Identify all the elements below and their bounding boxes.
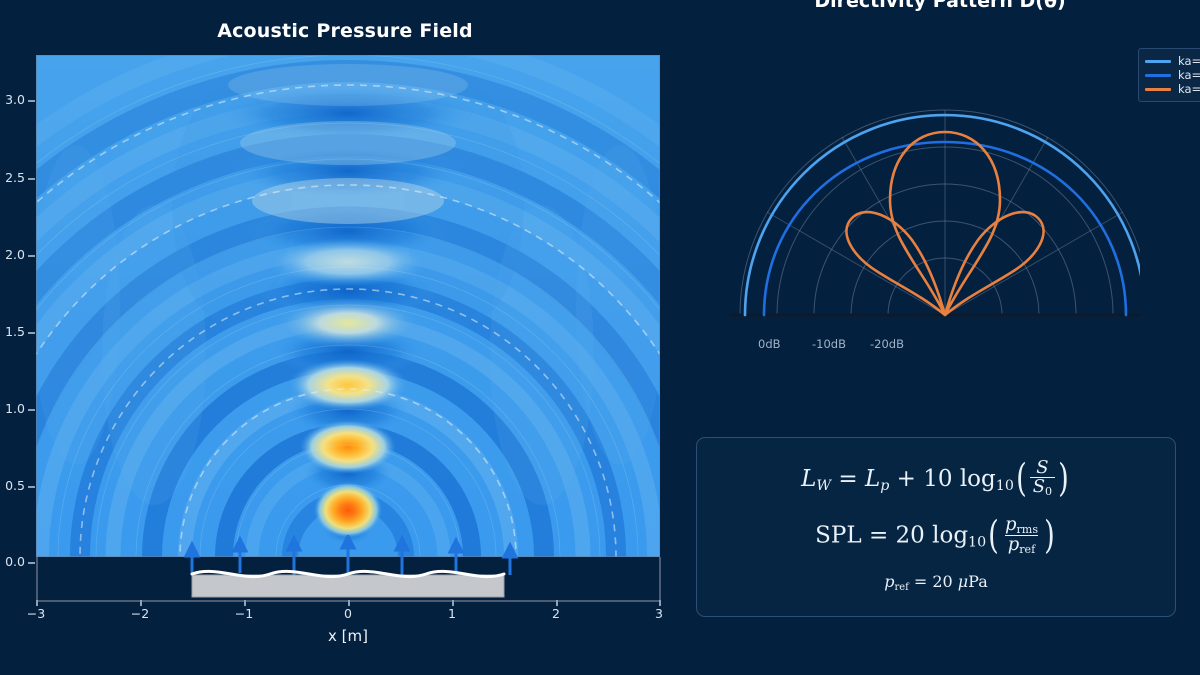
plate-surface-wave (190, 569, 506, 579)
directivity-curve-ka-high (845, 130, 1045, 317)
polar-grid (739, 109, 1140, 316)
legend-swatch-ka-mid (1145, 73, 1171, 77)
acoustic-pressure-field-panel: Acoustic Pressure Field (5, 20, 663, 645)
polar-db-tick-20: -20dB (870, 337, 904, 351)
y-tick-label: 0.0 (5, 554, 25, 569)
baffle-plate-svg (183, 535, 519, 598)
x-tick-label: −1 (234, 606, 254, 621)
legend-item: ka= (1145, 82, 1200, 96)
x-axis-label: x [m] (328, 627, 368, 645)
polar-db-tick-0: 0dB (758, 337, 781, 351)
field-contours (36, 55, 660, 557)
reference-pressure-formula: pref = 20 μPa (884, 572, 988, 594)
pressure-field-plot (36, 55, 660, 557)
polar-spokes (740, 110, 1140, 316)
x-tick-label: 3 (655, 606, 663, 621)
y-axis-line-left (36, 557, 38, 601)
polar-title: Directivity Pattern D(θ) (814, 0, 1066, 12)
x-tick-label: 0 (344, 606, 352, 621)
legend-swatch-ka-low (1145, 59, 1171, 63)
acoustic-formula-box: LW = Lp + 10 log10(S S0) SPL = 20 log10(p… (696, 437, 1176, 617)
spl-formula: SPL = 20 log10(prms pref) (815, 513, 1055, 557)
directivity-pattern-panel: Directivity Pattern D(θ) (690, 0, 1200, 420)
axis-pressure-lobes (228, 64, 468, 538)
directivity-curve-ka-mid (762, 140, 1128, 317)
y-tick-label: 3.0 (5, 92, 25, 107)
directivity-legend: ka= ka= ka= (1138, 48, 1200, 102)
y-tick-label: 2.5 (5, 170, 25, 185)
y-tick-label: 1.5 (5, 324, 25, 339)
legend-item: ka= (1145, 68, 1200, 82)
x-tick-label: 2 (552, 606, 560, 621)
pressure-field-svg (36, 55, 660, 557)
polar-db-tick-10: -10dB (812, 337, 846, 351)
x-tick-label: −2 (130, 606, 150, 621)
wavefront-arcs (36, 84, 660, 557)
x-tick-label: 1 (448, 606, 456, 621)
y-tick-label: 0.5 (5, 478, 25, 493)
baffle-plate (191, 574, 505, 598)
y-tick-label: 1.0 (5, 401, 25, 416)
directivity-curve-ka-low (743, 113, 1140, 317)
directivity-polar-svg (730, 109, 1140, 317)
contour-lines (36, 55, 660, 557)
x-tick-label: −3 (26, 606, 46, 621)
legend-item: ka= (1145, 54, 1200, 68)
y-axis-line-right (659, 557, 661, 601)
legend-label: ka= (1178, 82, 1200, 96)
legend-swatch-ka-high (1145, 87, 1171, 91)
y-tick-label: 2.0 (5, 247, 25, 262)
sound-power-level-formula: LW = Lp + 10 log10(S S0) (801, 456, 1069, 501)
legend-label: ka= (1178, 54, 1200, 68)
velocity-arrows (183, 535, 519, 575)
side-lobe-ripples (36, 85, 660, 505)
legend-label: ka= (1178, 68, 1200, 82)
field-title: Acoustic Pressure Field (217, 20, 473, 42)
